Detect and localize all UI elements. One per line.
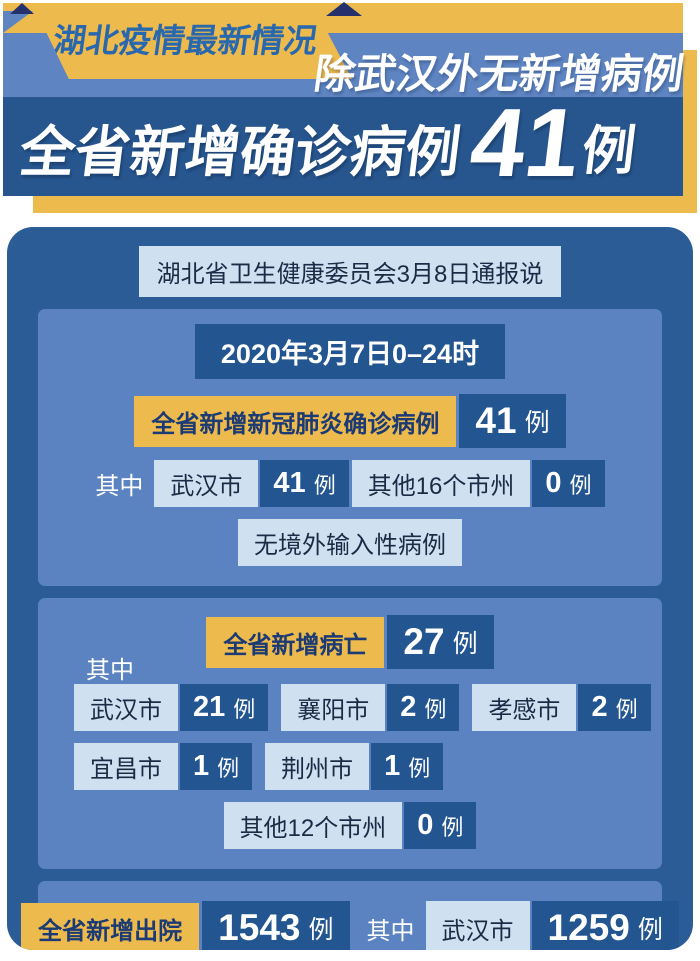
- region-label: 宜昌市: [74, 743, 178, 790]
- confirmed-headline-label: 全省新增新冠肺炎确诊病例: [134, 395, 457, 447]
- unit-label: 例: [233, 696, 256, 722]
- deaths-row-2: 宜昌市 1 例 荆州市 1 例: [38, 743, 662, 790]
- title-plate: 湖北疫情最新情况: [32, 3, 352, 79]
- unit-label: 例: [408, 755, 431, 781]
- deaths-row-1: 武汉市 21 例 襄阳市 2 例 孝感市 2: [38, 684, 662, 731]
- unit-label: 例: [217, 755, 240, 781]
- region-label: 武汉市: [74, 684, 178, 731]
- region-value: 2: [400, 691, 417, 723]
- region-value-box: 2 例: [578, 684, 651, 731]
- region-value: 0: [417, 809, 434, 841]
- among-label: 其中: [95, 473, 144, 500]
- among-label: 其中: [366, 917, 415, 945]
- banner-unit: 例: [578, 121, 639, 181]
- region-label: 武汉市: [154, 460, 259, 507]
- region-value: 0: [545, 467, 562, 499]
- poster-title: 湖北疫情最新情况: [50, 22, 320, 59]
- region-label: 孝感市: [472, 684, 577, 731]
- region-value: 41: [273, 467, 306, 499]
- deaths-headline-value-box: 27 例: [387, 615, 494, 669]
- region-value: 1259: [547, 907, 630, 948]
- stat-pair: 武汉市 41 例: [154, 460, 349, 507]
- confirmed-headline-value-box: 41 例: [459, 394, 566, 448]
- deaths-headline-row: 全省新增病亡 27 例: [38, 615, 662, 669]
- unit-label: 例: [441, 814, 464, 840]
- headline-banner-text: 全省新增确诊病例 41 例: [15, 88, 643, 199]
- region-value: 1: [384, 750, 401, 782]
- stat-pair: 荆州市 1 例: [265, 743, 444, 790]
- region-label: 荆州市: [265, 743, 370, 790]
- region-label: 其他12个市州: [223, 802, 403, 849]
- region-value-box: 21 例: [180, 684, 269, 731]
- region-value-box: 0 例: [532, 460, 605, 507]
- stat-pair: 宜昌市 1 例: [74, 743, 253, 790]
- region-value-box: 1259 例: [531, 901, 679, 950]
- region-value: 2: [591, 691, 608, 723]
- deaths-headline-value: 27: [403, 621, 445, 662]
- confirmed-headline-value: 41: [475, 400, 517, 441]
- discharged-headline-value: 1543: [218, 907, 301, 948]
- headline-banner: 全省新增确诊病例 41 例: [3, 88, 683, 199]
- report-source-line: 湖北省卫生健康委员会3月8日通报说: [138, 246, 562, 297]
- unit-label: 例: [452, 630, 478, 658]
- unit-label: 例: [615, 696, 638, 722]
- confirmed-note-row: 无境外输入性病例: [38, 519, 662, 566]
- ribbon-fold-triangle-left: [10, 3, 34, 14]
- discharged-headline-label: 全省新增出院: [21, 902, 200, 950]
- discharged-headline-value-box: 1543 例: [202, 901, 350, 950]
- section-confirmed: 2020年3月7日0–24时 全省新增新冠肺炎确诊病例 41 例 其中 武汉市 …: [38, 309, 662, 586]
- region-value-box: 2 例: [387, 684, 460, 731]
- stat-pair: 武汉市 1259 例: [425, 901, 679, 950]
- unit-label: 例: [569, 472, 592, 498]
- region-value-box: 1 例: [180, 743, 253, 790]
- region-label: 襄阳市: [281, 684, 386, 731]
- region-value-box: 1 例: [371, 743, 444, 790]
- main-content-panel: 湖北省卫生健康委员会3月8日通报说 2020年3月7日0–24时 全省新增新冠肺…: [7, 227, 693, 950]
- banner-value: 41: [464, 88, 587, 197]
- deaths-headline-label: 全省新增病亡: [206, 616, 385, 668]
- discharged-row: 全省新增出院 1543 例 其中 武汉市 1259 例: [21, 901, 679, 950]
- unit-label: 例: [524, 409, 550, 437]
- section-deaths: 全省新增病亡 27 例 其中 武汉市 21 例 襄阳市: [38, 598, 662, 869]
- stat-pair: 武汉市 21 例: [74, 684, 269, 731]
- stat-pair: 孝感市 2 例: [472, 684, 651, 731]
- ribbon-fold-triangle-mid: [326, 2, 362, 16]
- unit-label: 例: [637, 916, 663, 944]
- confirmed-headline-row: 全省新增新冠肺炎确诊病例 41 例: [38, 394, 662, 448]
- banner-label: 全省新增确诊病例: [16, 120, 465, 183]
- unit-label: 例: [308, 916, 334, 944]
- imported-cases-note: 无境外输入性病例: [238, 519, 462, 566]
- region-label: 其他16个市州: [351, 460, 531, 507]
- unit-label: 例: [424, 696, 447, 722]
- region-value: 21: [193, 691, 226, 723]
- among-label: 其中: [86, 657, 134, 684]
- unit-label: 例: [313, 472, 336, 498]
- region-value-box: 41 例: [260, 460, 349, 507]
- region-value-box: 0 例: [404, 802, 477, 849]
- date-range-box: 2020年3月7日0–24时: [194, 324, 506, 379]
- deaths-row-3: 其他12个市州 0 例: [38, 802, 662, 849]
- section-discharged: 全省新增出院 1543 例 其中 武汉市 1259 例: [21, 881, 679, 950]
- region-value: 1: [193, 750, 210, 782]
- stat-pair: 其他12个市州 0 例: [223, 802, 477, 849]
- region-label: 武汉市: [425, 901, 530, 950]
- stat-pair: 其他16个市州 0 例: [351, 460, 605, 507]
- confirmed-breakdown-row: 其中 武汉市 41 例 其他16个市州 0 例: [38, 460, 662, 507]
- stat-pair: 襄阳市 2 例: [281, 684, 460, 731]
